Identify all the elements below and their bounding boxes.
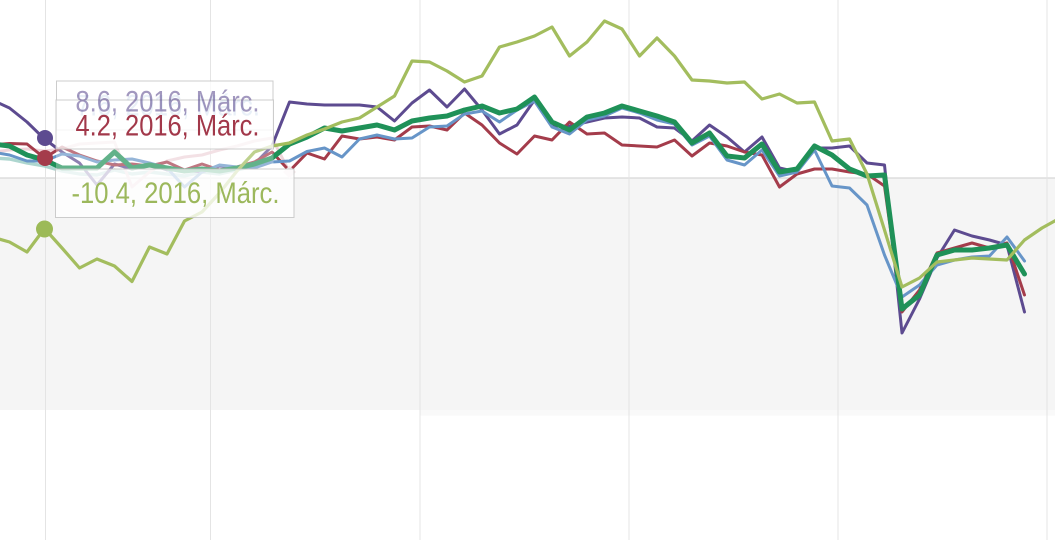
svg-text:-10.4, 2016, Márc.: -10.4, 2016, Márc.	[72, 177, 280, 210]
svg-text:8.6, 2016, Márc.: 8.6, 2016, Márc.	[76, 86, 260, 119]
svg-text:7.6, 2016, Márc.: 7.6, 2016, Márc.	[76, 90, 260, 123]
svg-text:4.2, 2016, Márc.: 4.2, 2016, Márc.	[76, 110, 260, 143]
